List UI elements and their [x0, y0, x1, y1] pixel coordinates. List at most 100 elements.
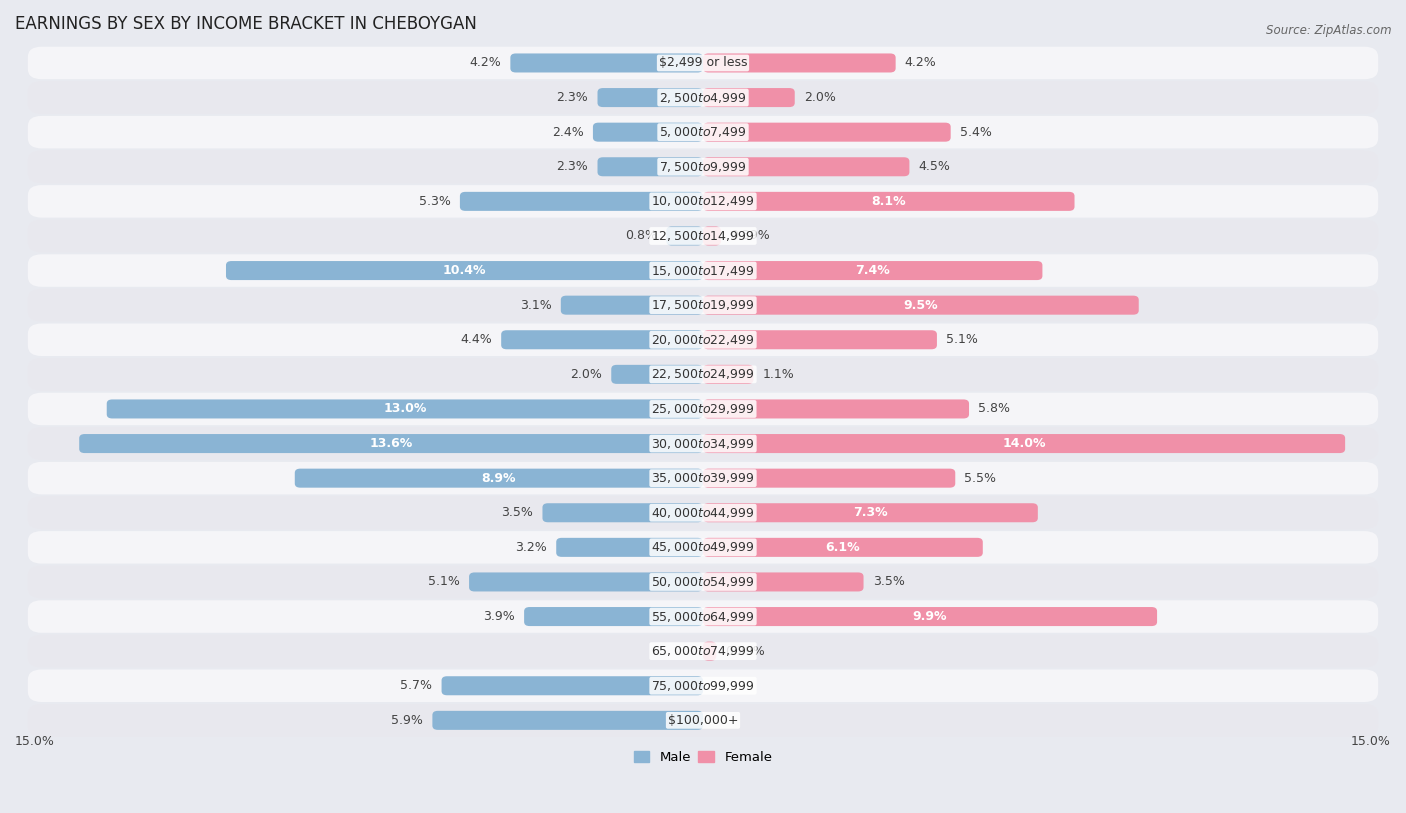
FancyBboxPatch shape [703, 434, 1346, 453]
Text: 5.8%: 5.8% [979, 402, 1010, 415]
FancyBboxPatch shape [510, 54, 703, 72]
Text: 5.1%: 5.1% [946, 333, 979, 346]
FancyBboxPatch shape [295, 468, 703, 488]
Text: $75,000 to $99,999: $75,000 to $99,999 [651, 679, 755, 693]
FancyBboxPatch shape [28, 116, 1378, 149]
Text: 0.8%: 0.8% [626, 229, 657, 242]
Text: 4.2%: 4.2% [905, 56, 936, 69]
FancyBboxPatch shape [561, 296, 703, 315]
Text: 5.7%: 5.7% [401, 679, 433, 692]
FancyBboxPatch shape [28, 393, 1378, 425]
Text: 2.0%: 2.0% [571, 367, 602, 380]
FancyBboxPatch shape [703, 296, 1139, 315]
FancyBboxPatch shape [28, 462, 1378, 494]
FancyBboxPatch shape [598, 157, 703, 176]
Text: $35,000 to $39,999: $35,000 to $39,999 [651, 472, 755, 485]
FancyBboxPatch shape [593, 123, 703, 141]
FancyBboxPatch shape [703, 365, 754, 384]
FancyBboxPatch shape [79, 434, 703, 453]
Text: 3.5%: 3.5% [502, 506, 533, 520]
FancyBboxPatch shape [703, 227, 721, 246]
FancyBboxPatch shape [28, 289, 1378, 321]
FancyBboxPatch shape [28, 635, 1378, 667]
FancyBboxPatch shape [470, 572, 703, 592]
FancyBboxPatch shape [28, 324, 1378, 356]
Text: $50,000 to $54,999: $50,000 to $54,999 [651, 575, 755, 589]
Text: $55,000 to $64,999: $55,000 to $64,999 [651, 610, 755, 624]
Text: $2,499 or less: $2,499 or less [659, 56, 747, 69]
FancyBboxPatch shape [666, 227, 703, 246]
Text: 13.0%: 13.0% [384, 402, 426, 415]
FancyBboxPatch shape [703, 572, 863, 592]
Text: 6.1%: 6.1% [825, 541, 860, 554]
Text: 13.6%: 13.6% [370, 437, 413, 450]
Text: 2.0%: 2.0% [804, 91, 835, 104]
Text: 15.0%: 15.0% [15, 735, 55, 748]
FancyBboxPatch shape [703, 503, 1038, 522]
Text: 5.3%: 5.3% [419, 195, 451, 208]
FancyBboxPatch shape [501, 330, 703, 350]
Text: 9.9%: 9.9% [912, 610, 948, 623]
Text: 5.1%: 5.1% [427, 576, 460, 589]
FancyBboxPatch shape [703, 330, 936, 350]
Text: 1.1%: 1.1% [762, 367, 794, 380]
Text: $25,000 to $29,999: $25,000 to $29,999 [651, 402, 755, 416]
Text: 2.4%: 2.4% [553, 126, 583, 139]
Text: 8.1%: 8.1% [872, 195, 905, 208]
FancyBboxPatch shape [28, 150, 1378, 183]
FancyBboxPatch shape [107, 399, 703, 419]
FancyBboxPatch shape [703, 54, 896, 72]
FancyBboxPatch shape [28, 669, 1378, 702]
FancyBboxPatch shape [598, 88, 703, 107]
FancyBboxPatch shape [703, 641, 716, 661]
Text: 3.1%: 3.1% [520, 298, 551, 311]
Text: $100,000+: $100,000+ [668, 714, 738, 727]
Text: 2.3%: 2.3% [557, 160, 588, 173]
FancyBboxPatch shape [28, 220, 1378, 252]
FancyBboxPatch shape [28, 600, 1378, 633]
FancyBboxPatch shape [703, 468, 955, 488]
FancyBboxPatch shape [28, 428, 1378, 460]
Text: 7.4%: 7.4% [855, 264, 890, 277]
FancyBboxPatch shape [703, 88, 794, 107]
Text: $10,000 to $12,499: $10,000 to $12,499 [651, 194, 755, 208]
FancyBboxPatch shape [524, 607, 703, 626]
Text: $30,000 to $34,999: $30,000 to $34,999 [651, 437, 755, 450]
Text: Source: ZipAtlas.com: Source: ZipAtlas.com [1267, 24, 1392, 37]
FancyBboxPatch shape [28, 46, 1378, 79]
Text: $5,000 to $7,499: $5,000 to $7,499 [659, 125, 747, 139]
Text: 9.5%: 9.5% [904, 298, 938, 311]
Text: $7,500 to $9,999: $7,500 to $9,999 [659, 160, 747, 174]
Text: 4.2%: 4.2% [470, 56, 501, 69]
FancyBboxPatch shape [433, 711, 703, 730]
Text: $45,000 to $49,999: $45,000 to $49,999 [651, 541, 755, 554]
Text: $17,500 to $19,999: $17,500 to $19,999 [651, 298, 755, 312]
Text: 3.9%: 3.9% [484, 610, 515, 623]
FancyBboxPatch shape [703, 261, 1042, 280]
FancyBboxPatch shape [703, 607, 1157, 626]
Text: 0.39%: 0.39% [730, 229, 770, 242]
FancyBboxPatch shape [612, 365, 703, 384]
Text: 5.5%: 5.5% [965, 472, 997, 485]
Text: $2,500 to $4,999: $2,500 to $4,999 [659, 90, 747, 105]
Text: $65,000 to $74,999: $65,000 to $74,999 [651, 644, 755, 659]
Text: 15.0%: 15.0% [1351, 735, 1391, 748]
Text: 10.4%: 10.4% [443, 264, 486, 277]
FancyBboxPatch shape [226, 261, 703, 280]
FancyBboxPatch shape [28, 81, 1378, 114]
Text: EARNINGS BY SEX BY INCOME BRACKET IN CHEBOYGAN: EARNINGS BY SEX BY INCOME BRACKET IN CHE… [15, 15, 477, 33]
Text: $22,500 to $24,999: $22,500 to $24,999 [651, 367, 755, 381]
FancyBboxPatch shape [460, 192, 703, 211]
Text: 8.9%: 8.9% [482, 472, 516, 485]
FancyBboxPatch shape [28, 566, 1378, 598]
Text: 3.2%: 3.2% [516, 541, 547, 554]
FancyBboxPatch shape [703, 399, 969, 419]
Text: 3.5%: 3.5% [873, 576, 904, 589]
Text: 0.29%: 0.29% [725, 645, 765, 658]
FancyBboxPatch shape [557, 538, 703, 557]
Text: 4.5%: 4.5% [918, 160, 950, 173]
Text: $12,500 to $14,999: $12,500 to $14,999 [651, 229, 755, 243]
FancyBboxPatch shape [703, 123, 950, 141]
FancyBboxPatch shape [703, 538, 983, 557]
FancyBboxPatch shape [441, 676, 703, 695]
